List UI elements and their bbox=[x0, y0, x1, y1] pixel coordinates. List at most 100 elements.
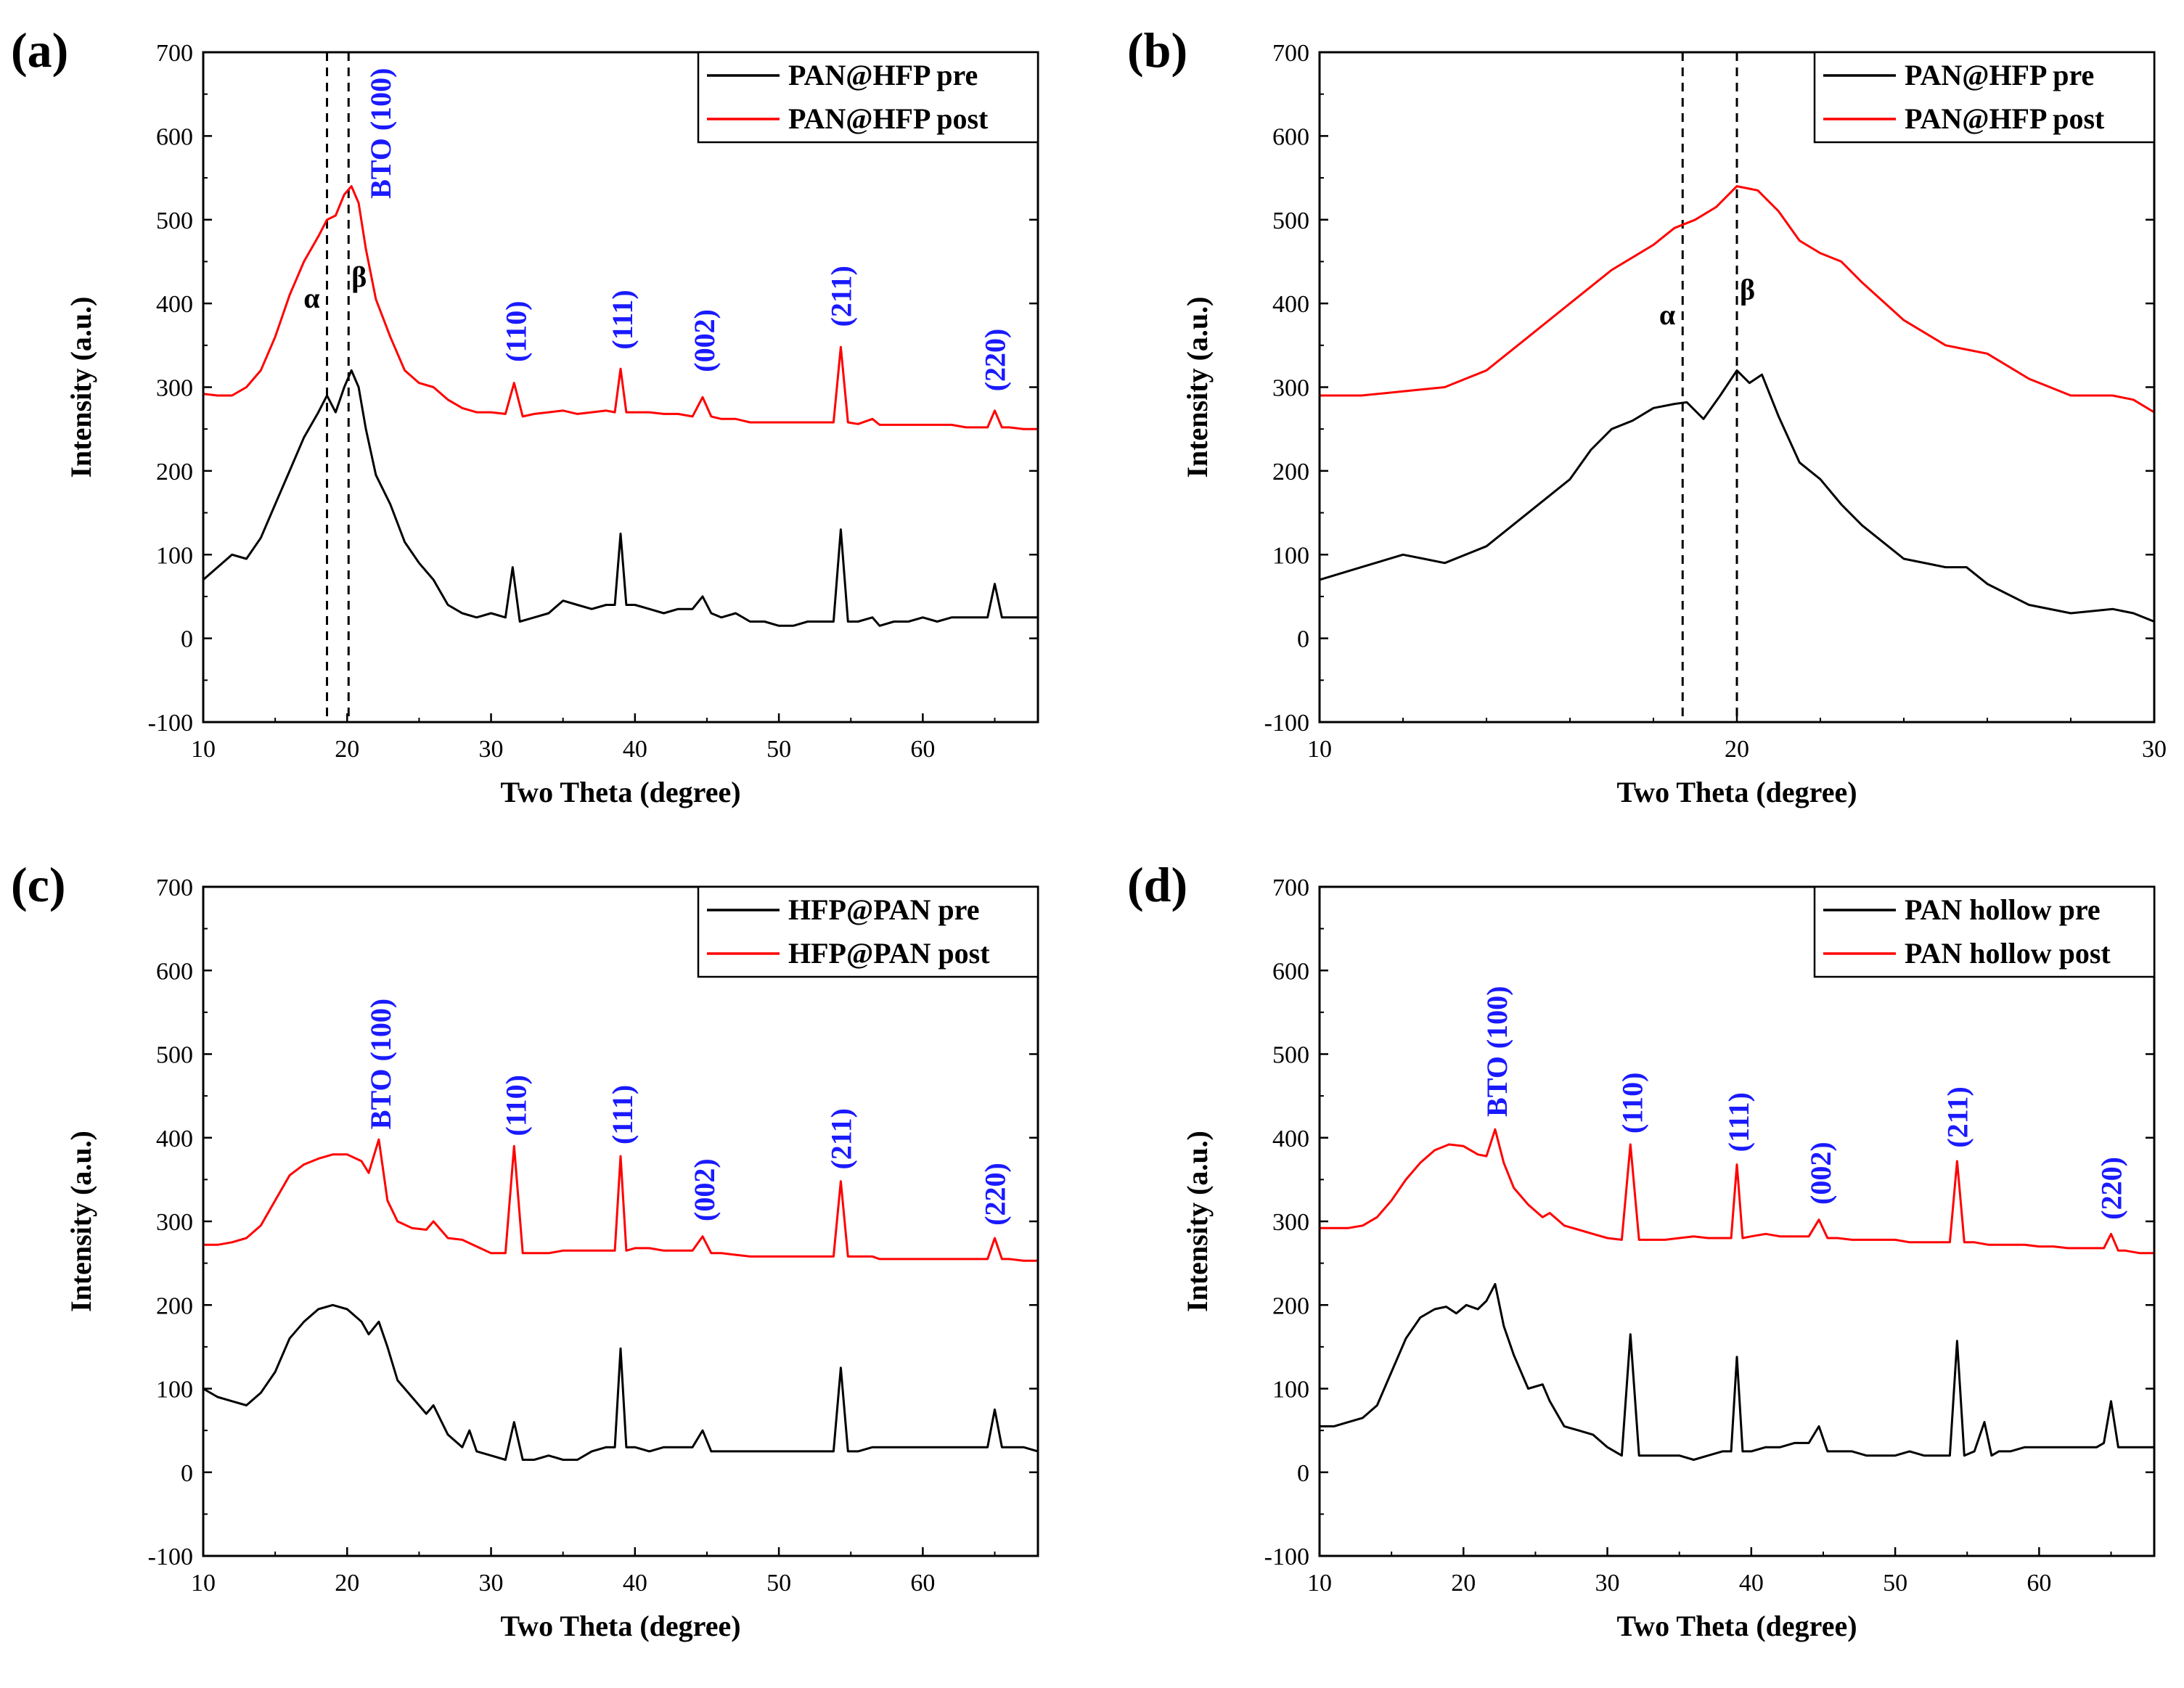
y-tick-label: 400 bbox=[156, 291, 193, 318]
phase-label: α bbox=[303, 282, 319, 314]
y-tick-label: -100 bbox=[148, 1544, 193, 1570]
legend-label: HFP@PAN post bbox=[788, 937, 990, 970]
y-tick-label: 100 bbox=[156, 1377, 193, 1404]
y-tick-label: 0 bbox=[1297, 1460, 1309, 1487]
peak-annotation: BTO (100) bbox=[364, 999, 397, 1129]
x-tick-label: 60 bbox=[910, 736, 935, 763]
x-tick-label: 30 bbox=[479, 1570, 504, 1597]
peak-annotation: (220) bbox=[979, 329, 1012, 392]
x-tick-label: 50 bbox=[766, 736, 791, 763]
x-tick-label: 30 bbox=[479, 736, 504, 763]
peak-annotation: (110) bbox=[1616, 1073, 1648, 1134]
x-tick-label: 10 bbox=[1307, 736, 1332, 763]
y-tick-label: 400 bbox=[156, 1126, 193, 1152]
legend-box bbox=[697, 51, 1039, 144]
y-tick-label: 200 bbox=[156, 1292, 193, 1319]
y-tick-label: 500 bbox=[156, 1042, 193, 1069]
x-axis-label: Two Theta (degree) bbox=[1616, 776, 1857, 808]
y-axis-label: Intensity (a.u.) bbox=[1181, 1131, 1214, 1312]
peak-annotation: (002) bbox=[688, 309, 721, 372]
legend: PAN hollow pre PAN hollow post bbox=[1813, 885, 2156, 978]
series-post-line bbox=[1320, 185, 2154, 414]
y-tick-label: 400 bbox=[1272, 1126, 1309, 1152]
panel-a: (a) -100 0 100 200 300 400 500 600 700 10 20 30 40 50 6… bbox=[11, 22, 1039, 808]
peak-annotation: (110) bbox=[499, 1075, 532, 1136]
y-tick-label: 700 bbox=[1272, 40, 1309, 67]
y-tick-label: 200 bbox=[1272, 459, 1309, 485]
y-tick-label: -100 bbox=[148, 710, 193, 737]
x-tick-label: 20 bbox=[1451, 1570, 1476, 1597]
x-tick-label: 10 bbox=[191, 1570, 216, 1597]
y-axis-label: Intensity (a.u.) bbox=[1181, 296, 1214, 478]
y-tick-label: -100 bbox=[1264, 710, 1309, 737]
legend-label: PAN@HFP pre bbox=[788, 59, 978, 91]
y-tick-label: 0 bbox=[181, 1460, 193, 1487]
x-tick-label: 60 bbox=[2026, 1570, 2051, 1597]
plot-frame bbox=[202, 885, 1039, 1557]
panel-label: (b) bbox=[1127, 22, 1187, 78]
y-tick-label: 600 bbox=[156, 958, 193, 985]
x-tick-label: 50 bbox=[1883, 1570, 1907, 1597]
y-tick-label: 600 bbox=[1272, 958, 1309, 985]
x-axis-label: Two Theta (degree) bbox=[500, 776, 740, 808]
phase-label: β bbox=[1740, 273, 1755, 306]
x-tick-label: 50 bbox=[766, 1570, 791, 1597]
x-axis-label: Two Theta (degree) bbox=[1616, 1610, 1857, 1642]
y-tick-label: -100 bbox=[1264, 1544, 1309, 1570]
x-tick-label: 20 bbox=[335, 1570, 359, 1597]
series-pre-line bbox=[1320, 1282, 2154, 1461]
plot-frame bbox=[1318, 885, 2156, 1557]
legend-box bbox=[1813, 885, 2156, 978]
peak-annotation: (111) bbox=[606, 1085, 639, 1144]
legend: PAN@HFP pre PAN@HFP post bbox=[697, 51, 1039, 144]
panel-label: (c) bbox=[11, 857, 65, 912]
y-axis-label: Intensity (a.u.) bbox=[65, 296, 97, 478]
panel-b: (b) -100 0 100 200 300 400 500 600 700 10 20 30 Two T… bbox=[1127, 22, 2167, 808]
y-tick-label: 300 bbox=[1272, 375, 1309, 402]
x-tick-label: 30 bbox=[1595, 1570, 1620, 1597]
panel-d: (d) -100 0 100 200 300 400 500 600 700 10 20 30 40 50 6… bbox=[1127, 857, 2156, 1642]
y-tick-label: 300 bbox=[156, 1209, 193, 1236]
phase-label: α bbox=[1659, 298, 1675, 331]
legend-label: HFP@PAN pre bbox=[788, 893, 979, 926]
y-tick-label: 500 bbox=[1272, 1042, 1309, 1069]
peak-annotation: (110) bbox=[499, 300, 532, 361]
x-tick-label: 60 bbox=[910, 1570, 935, 1597]
y-tick-label: 100 bbox=[156, 542, 193, 569]
series-pre-line bbox=[1320, 369, 2154, 623]
legend: HFP@PAN pre HFP@PAN post bbox=[697, 885, 1039, 978]
peak-annotation: (211) bbox=[1941, 1086, 1974, 1147]
legend-box bbox=[697, 885, 1039, 978]
peak-annotation: (220) bbox=[979, 1163, 1012, 1226]
x-tick-label: 20 bbox=[335, 736, 359, 763]
x-tick-label: 10 bbox=[1307, 1570, 1332, 1597]
y-tick-label: 500 bbox=[1272, 208, 1309, 234]
y-axis-label: Intensity (a.u.) bbox=[65, 1131, 97, 1312]
panel-c: (c) -100 0 100 200 300 400 500 600 700 10 20 30 40 50 6… bbox=[11, 857, 1039, 1642]
x-axis-label: Two Theta (degree) bbox=[500, 1610, 740, 1642]
peak-annotation: (002) bbox=[1804, 1142, 1837, 1205]
series-pre-line bbox=[203, 369, 1038, 627]
y-tick-label: 300 bbox=[156, 375, 193, 402]
peak-annotation: (211) bbox=[825, 1108, 857, 1169]
y-tick-label: 700 bbox=[156, 40, 193, 67]
y-tick-label: 100 bbox=[1272, 542, 1309, 569]
y-tick-label: 400 bbox=[1272, 291, 1309, 318]
x-tick-label: 40 bbox=[623, 1570, 647, 1597]
y-tick-label: 500 bbox=[156, 208, 193, 234]
y-tick-label: 200 bbox=[156, 459, 193, 485]
plot-frame bbox=[1318, 51, 2156, 724]
peak-annotation: (211) bbox=[825, 266, 857, 327]
peak-annotation: (002) bbox=[688, 1158, 721, 1221]
x-tick-label: 10 bbox=[191, 736, 216, 763]
y-tick-label: 700 bbox=[156, 874, 193, 901]
peak-annotation: (111) bbox=[606, 290, 639, 349]
peak-annotation: (220) bbox=[2095, 1157, 2128, 1220]
y-tick-label: 700 bbox=[1272, 874, 1309, 901]
data-series bbox=[1320, 1128, 2154, 1461]
data-series bbox=[203, 185, 1038, 627]
series-post-line bbox=[203, 1138, 1038, 1262]
series-post-line bbox=[1320, 1128, 2154, 1255]
x-tick-label: 40 bbox=[1739, 1570, 1764, 1597]
